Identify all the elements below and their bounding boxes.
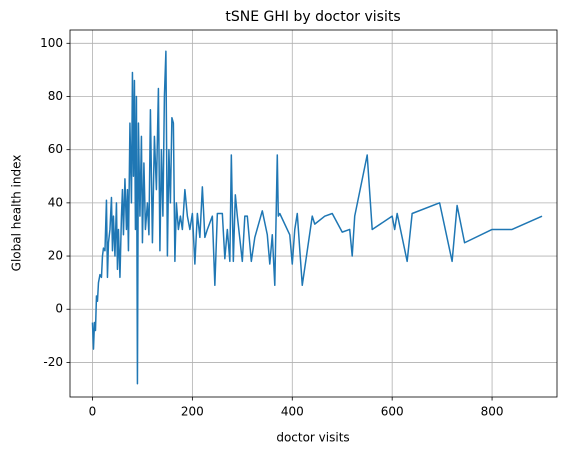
y-tick-label: 20: [48, 249, 63, 263]
y-axis-label: Global health index: [10, 155, 24, 272]
x-tick-label: 0: [89, 405, 97, 419]
y-tick-label: 80: [48, 89, 63, 103]
x-axis-label: doctor visits: [276, 431, 349, 445]
y-tick-label: 0: [55, 302, 63, 316]
data-line: [91, 50, 543, 385]
y-tick-label: 100: [40, 36, 63, 50]
x-tick-label: 400: [281, 405, 304, 419]
y-tick-label: -20: [43, 355, 63, 369]
plot-frame: [69, 29, 558, 398]
x-tick-label: 200: [181, 405, 204, 419]
x-tick-label: 600: [381, 405, 404, 419]
chart-title: tSNE GHI by doctor visits: [225, 9, 400, 25]
y-tick-label: 40: [48, 195, 63, 209]
y-tick-label: 60: [48, 142, 63, 156]
x-tick-label: 800: [481, 405, 504, 419]
